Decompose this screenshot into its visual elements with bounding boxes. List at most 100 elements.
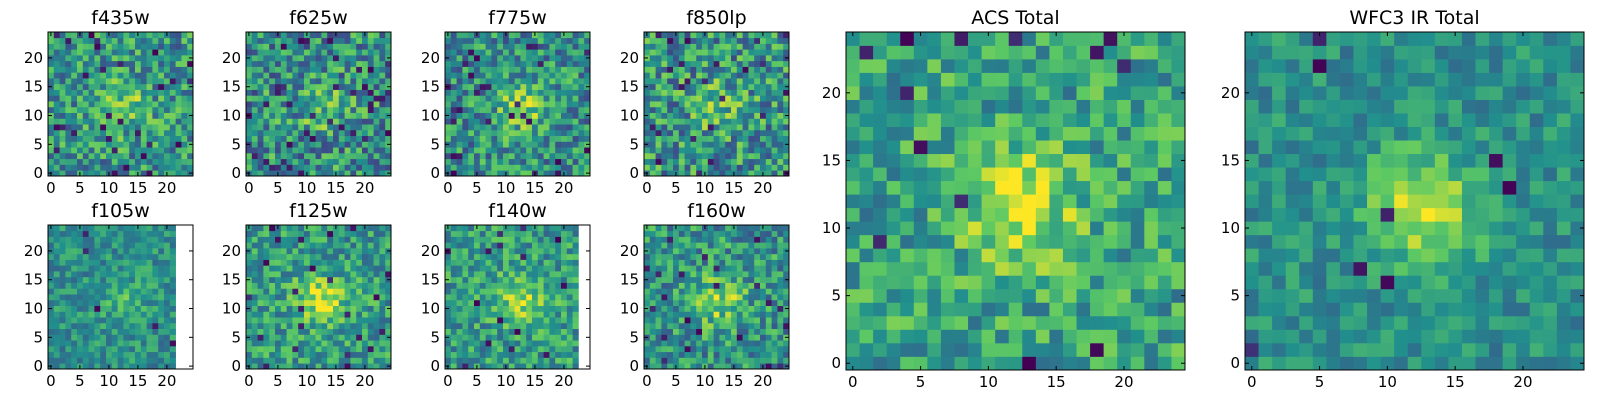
heatmap-cell	[309, 282, 316, 289]
heatmap-cell	[53, 106, 60, 113]
heatmap-cell	[292, 32, 299, 39]
heatmap-cell	[106, 141, 113, 148]
heatmap-cell	[684, 288, 691, 295]
heatmap-cell	[65, 147, 72, 154]
heatmap-cell	[71, 288, 78, 295]
heatmap-cell	[719, 322, 726, 330]
heatmap-cell	[164, 106, 171, 113]
heatmap-cell	[555, 66, 562, 73]
heatmap-cell	[71, 253, 78, 260]
heatmap-cell	[275, 106, 282, 113]
heatmap-cell	[251, 322, 258, 330]
heatmap-cell	[719, 158, 726, 165]
x-tick-label: 0	[46, 372, 56, 390]
heatmap-cell	[59, 345, 66, 353]
heatmap-cell	[485, 363, 492, 370]
heatmap-cell	[373, 328, 380, 335]
heatmap-cell	[152, 78, 159, 85]
heatmap-cell	[508, 322, 515, 330]
heatmap-cell	[503, 37, 510, 44]
heatmap-cell	[298, 124, 305, 131]
heatmap-cell	[497, 282, 504, 289]
y-tick-label: 10	[421, 107, 440, 125]
heatmap-cell	[783, 288, 790, 295]
heatmap-cell	[468, 351, 475, 358]
heatmap-cell	[309, 294, 316, 301]
heatmap-cell	[77, 236, 84, 243]
heatmap-cell	[497, 305, 504, 312]
heatmap-cell	[497, 129, 504, 137]
heatmap-cell	[338, 32, 345, 39]
heatmap-cell	[140, 328, 147, 335]
heatmap-cell	[514, 37, 521, 44]
heatmap-cell	[152, 106, 159, 113]
heatmap-cell	[742, 345, 749, 353]
heatmap-cell	[309, 225, 316, 232]
heatmap-cell	[661, 66, 668, 73]
heatmap-cell	[350, 288, 357, 295]
heatmap-cell	[725, 158, 732, 165]
heatmap-cell	[117, 43, 124, 50]
heatmap-cell	[566, 357, 573, 364]
heatmap-cell	[667, 276, 674, 283]
heatmap-cell	[117, 49, 124, 56]
heatmap-cell	[520, 164, 527, 171]
heatmap-cell	[246, 242, 253, 249]
heatmap-cell	[450, 83, 457, 90]
heatmap-cell	[333, 101, 340, 108]
heatmap-cell	[673, 106, 680, 113]
heatmap-cell	[561, 83, 568, 90]
heatmap-cell	[129, 83, 136, 90]
heatmap-cell	[77, 78, 84, 85]
heatmap-cell	[152, 164, 159, 171]
heatmap-cell	[367, 101, 374, 108]
heatmap-cell	[152, 225, 159, 232]
heatmap-cell	[327, 158, 334, 165]
heatmap-cell	[644, 106, 651, 113]
heatmap-cell	[765, 49, 772, 56]
heatmap-cell	[456, 60, 463, 67]
heatmap-cell	[678, 49, 685, 56]
heatmap-cell	[561, 101, 568, 108]
heatmap-cell	[275, 158, 282, 165]
heatmap-cell	[263, 49, 270, 56]
x-tick-label: 10	[99, 372, 118, 390]
heatmap-cell	[684, 124, 691, 131]
heatmap-cell	[123, 230, 130, 237]
heatmap-cell	[106, 345, 113, 353]
heatmap-cell	[321, 265, 328, 272]
heatmap-cell	[462, 152, 469, 160]
heatmap-cell	[309, 118, 316, 125]
heatmap-cell	[678, 276, 685, 283]
heatmap-cell	[53, 124, 60, 131]
heatmap-cell	[350, 170, 357, 177]
heatmap-cell	[251, 294, 258, 301]
heatmap-cell	[152, 276, 159, 283]
heatmap-cell	[555, 242, 562, 249]
heatmap-cell	[356, 32, 363, 39]
heatmap-cell	[684, 55, 691, 62]
heatmap-cell	[123, 141, 130, 148]
heatmap-cell	[719, 60, 726, 67]
heatmap-cell	[748, 141, 755, 148]
heatmap-cell	[152, 129, 159, 137]
heatmap-cell	[269, 265, 276, 272]
heatmap-cell	[304, 230, 311, 237]
heatmap-cell	[164, 288, 171, 295]
heatmap-cell	[385, 230, 392, 237]
heatmap-cell	[479, 294, 486, 301]
heatmap-cell	[514, 253, 521, 260]
heatmap-cell	[760, 317, 767, 324]
heatmap-cell	[578, 60, 585, 67]
heatmap-cell	[298, 294, 305, 301]
heatmap-cell	[140, 49, 147, 56]
heatmap-cell	[146, 152, 153, 160]
heatmap-cell	[485, 147, 492, 154]
heatmap-cell	[71, 248, 78, 255]
heatmap-cell	[169, 101, 176, 108]
heatmap-cell	[181, 106, 188, 113]
heatmap-cell	[100, 351, 107, 358]
heatmap-cell	[474, 305, 481, 312]
heatmap-cell	[135, 357, 142, 364]
heatmap-cell	[362, 357, 369, 364]
